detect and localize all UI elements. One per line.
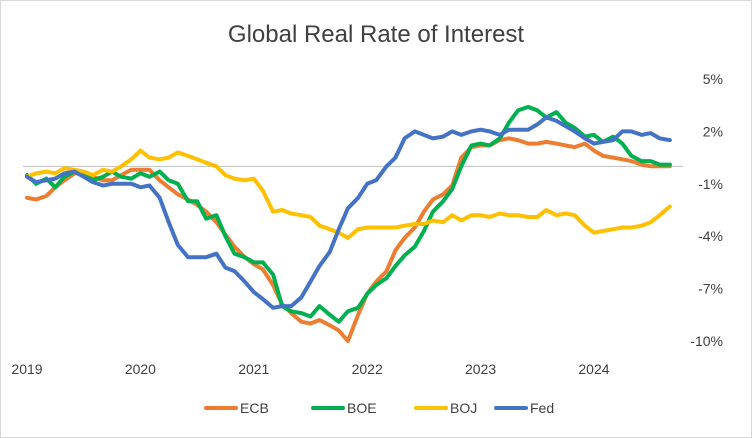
legend-item-boe: BOE	[311, 400, 377, 416]
y-tick-label: -1%	[698, 176, 723, 192]
legend: ECB BOE BOJ Fed	[204, 400, 554, 416]
series-group	[25, 104, 672, 343]
legend-label: Fed	[530, 400, 554, 416]
x-tick-label: 2023	[465, 361, 496, 377]
x-tick-label: 2020	[125, 361, 156, 377]
legend-label: BOJ	[450, 400, 477, 416]
legend-item-ecb: ECB	[204, 400, 269, 416]
x-tick-label: 2024	[578, 361, 609, 377]
x-axis-ticks: 2019 2020 2021 2022 2023 2024	[11, 361, 609, 377]
y-axis-ticks: 5% 2% -1% -4% -7% -10%	[690, 71, 723, 349]
x-tick-label: 2021	[238, 361, 269, 377]
x-tick-label: 2019	[11, 361, 42, 377]
series-line-boe	[25, 104, 672, 324]
series-line-fed	[25, 115, 672, 310]
y-tick-label: 5%	[703, 71, 723, 87]
y-tick-label: 2%	[703, 123, 723, 139]
legend-label: ECB	[240, 400, 269, 416]
x-tick-label: 2022	[352, 361, 383, 377]
legend-label: BOE	[347, 400, 377, 416]
series-line-boj	[25, 148, 672, 240]
legend-item-boj: BOJ	[414, 400, 477, 416]
y-tick-label: -7%	[698, 281, 723, 297]
legend-item-fed: Fed	[494, 400, 554, 416]
chart-title: Global Real Rate of Interest	[227, 21, 525, 48]
y-tick-label: -10%	[690, 333, 723, 349]
series-line-ecb	[25, 136, 672, 343]
y-tick-label: -4%	[698, 228, 723, 244]
